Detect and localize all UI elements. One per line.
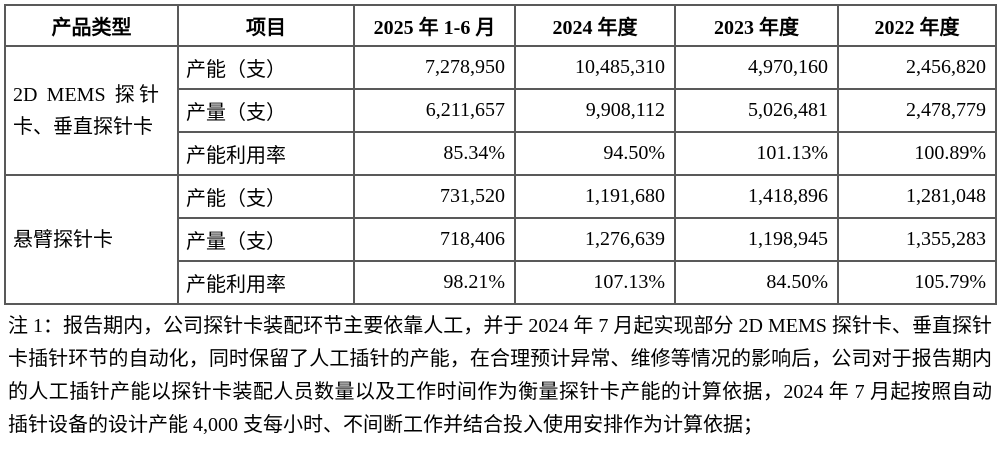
item-cell: 产量（支） (177, 217, 355, 262)
value-cell: 100.89% (837, 131, 997, 176)
table-row: 产能利用率 85.34% 94.50% 101.13% 100.89% (5, 131, 997, 176)
value-cell: 5,026,481 (674, 88, 839, 133)
footnote-text: 注 1：报告期内，公司探针卡装配环节主要依靠人工，并于 2024 年 7 月起实… (8, 315, 992, 436)
table-row: 2D MEMS 探针卡、垂直探针卡 产能（支） 7,278,950 10,485… (4, 45, 997, 176)
item-cell: 产量（支） (177, 88, 355, 133)
product-cell-2d-mems: 2D MEMS 探针卡、垂直探针卡 (4, 45, 179, 176)
value-cell: 85.34% (353, 131, 516, 176)
item-cell: 产能（支） (177, 45, 355, 90)
col-header-2025h1: 2025 年 1-6 月 (353, 4, 516, 47)
value-cell: 94.50% (514, 131, 676, 176)
value-cell: 1,191,680 (514, 174, 676, 219)
product-cell-cantilever: 悬臂探针卡 (4, 174, 179, 305)
value-cell: 1,276,639 (514, 217, 676, 262)
value-cell: 1,198,945 (674, 217, 839, 262)
value-cell: 1,355,283 (837, 217, 997, 262)
table-row: 产量（支） 718,406 1,276,639 1,198,945 1,355,… (5, 217, 997, 262)
value-cell: 1,281,048 (837, 174, 997, 219)
value-cell: 101.13% (674, 131, 839, 176)
value-cell: 718,406 (353, 217, 516, 262)
col-header-item: 项目 (177, 4, 355, 47)
value-cell: 2,456,820 (837, 45, 997, 90)
value-cell: 4,970,160 (674, 45, 839, 90)
col-header-product-type: 产品类型 (4, 4, 179, 47)
value-cell: 2,478,779 (837, 88, 997, 133)
table-row: 产能利用率 98.21% 107.13% 84.50% 105.79% (5, 260, 997, 305)
table-row: 悬臂探针卡 产能（支） 731,520 1,191,680 1,418,896 … (4, 174, 997, 305)
col-header-2023: 2023 年度 (674, 4, 839, 47)
value-cell: 7,278,950 (353, 45, 516, 90)
value-cell: 98.21% (353, 260, 516, 305)
table-header-row: 产品类型 项目 2025 年 1-6 月 2024 年度 2023 年度 202… (4, 4, 997, 47)
col-header-2024: 2024 年度 (514, 4, 676, 47)
value-cell: 10,485,310 (514, 45, 676, 90)
item-cell: 产能利用率 (177, 131, 355, 176)
value-cell: 107.13% (514, 260, 676, 305)
capacity-table: 产品类型 项目 2025 年 1-6 月 2024 年度 2023 年度 202… (4, 4, 997, 305)
item-cell: 产能（支） (177, 174, 355, 219)
value-cell: 9,908,112 (514, 88, 676, 133)
value-cell: 84.50% (674, 260, 839, 305)
col-header-2022: 2022 年度 (837, 4, 997, 47)
value-cell: 731,520 (353, 174, 516, 219)
value-cell: 6,211,657 (353, 88, 516, 133)
value-cell: 105.79% (837, 260, 997, 305)
table-row: 产量（支） 6,211,657 9,908,112 5,026,481 2,47… (5, 88, 997, 133)
item-cell: 产能利用率 (177, 260, 355, 305)
value-cell: 1,418,896 (674, 174, 839, 219)
